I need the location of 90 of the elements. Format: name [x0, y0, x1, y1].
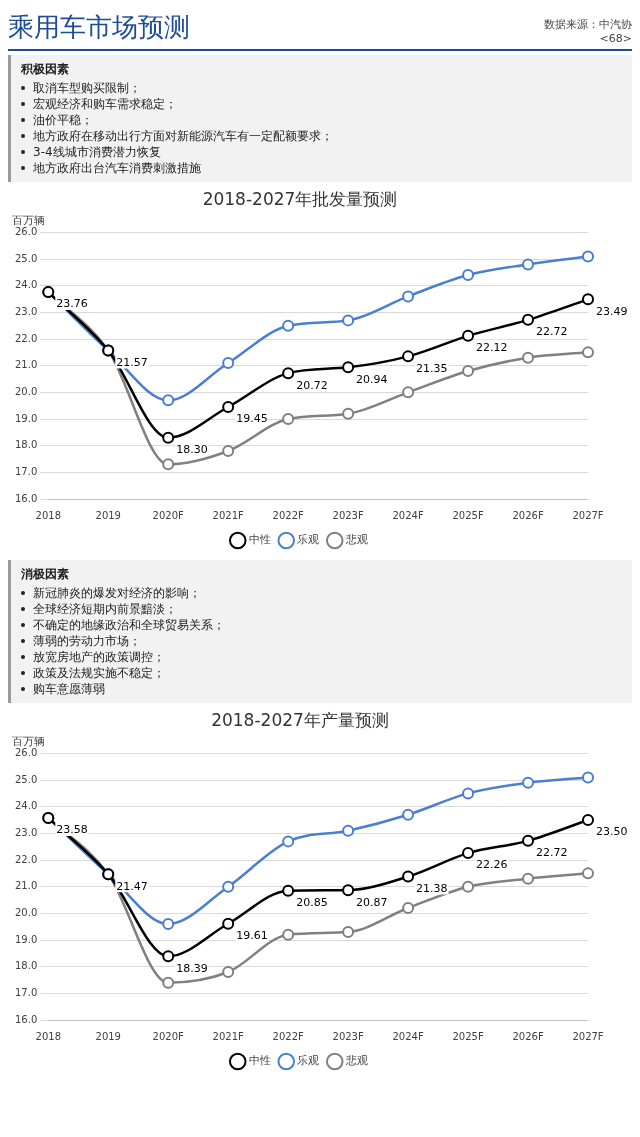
text: 购车意愿薄弱 — [33, 681, 105, 697]
x-tick-label: 2026F — [512, 1030, 544, 1042]
data-label: 21.38 — [416, 881, 448, 895]
data-label: 20.85 — [296, 896, 328, 910]
legend-label: 中性 — [248, 533, 271, 547]
y-tick-label: 19.0 — [15, 412, 38, 424]
x-tick-label: 2023F — [332, 509, 364, 521]
data-label: 22.72 — [536, 846, 568, 860]
text: 放宽房地产的政策调控； — [33, 649, 165, 665]
y-tick-label: 22.0 — [15, 332, 38, 344]
y-axis-title: 百万辆 — [12, 213, 45, 227]
x-tick-label: 2026F — [512, 509, 544, 521]
y-tick-label: 24.0 — [15, 279, 38, 291]
y-tick-label: 19.0 — [15, 933, 38, 945]
text: 油价平稳； — [33, 112, 93, 128]
y-tick-label: 25.0 — [15, 252, 38, 264]
data-label: 23.58 — [56, 823, 88, 837]
text: 3-4线城市消费潜力恢复 — [33, 144, 161, 160]
y-tick-label: 21.0 — [15, 359, 38, 371]
data-label: 20.72 — [296, 378, 328, 392]
data-label: 23.49 — [596, 304, 628, 318]
x-tick-label: 2020F — [152, 509, 185, 521]
x-tick-label: 2027F — [572, 1030, 604, 1042]
text: <68> — [598, 32, 632, 45]
data-label: 21.35 — [416, 361, 448, 375]
y-tick-label: 22.0 — [15, 853, 38, 865]
x-tick-label: 2025F — [452, 509, 484, 521]
text: 政策及法规实施不稳定； — [33, 665, 165, 681]
x-tick-label: 2021F — [212, 1030, 245, 1042]
legend-label: 悲观 — [344, 1054, 368, 1068]
y-axis-title: 百万辆 — [12, 734, 45, 748]
y-tick-label: 17.0 — [15, 986, 38, 998]
data-label: 22.12 — [476, 341, 508, 355]
text: 消极因素 — [21, 566, 70, 583]
x-tick-label: 2024F — [392, 1030, 424, 1042]
data-label: 20.87 — [356, 895, 388, 909]
x-tick-label: 2022F — [272, 509, 304, 521]
x-tick-label: 2018 — [35, 509, 61, 521]
x-tick-label: 2019 — [95, 1030, 121, 1042]
data-label: 21.57 — [116, 355, 148, 369]
y-tick-label: 16.0 — [15, 492, 38, 504]
y-tick-label: 23.0 — [15, 826, 38, 838]
text: 不确定的地缘政治和全球贸易关系； — [33, 617, 225, 633]
y-tick-label: 23.0 — [15, 305, 38, 317]
data-label: 23.50 — [596, 825, 628, 839]
y-tick-label: 20.0 — [15, 906, 38, 918]
x-tick-label: 2021F — [212, 509, 245, 521]
data-label: 23.76 — [56, 297, 88, 311]
legend-label: 乐观 — [297, 533, 320, 547]
data-label: 18.39 — [176, 961, 208, 975]
source-note: 数据来源：中汽协 — [544, 17, 632, 32]
y-tick-label: 26.0 — [15, 746, 38, 758]
y-tick-label: 16.0 — [15, 1013, 38, 1025]
text: 宏观经济和购车需求稳定； — [33, 96, 177, 112]
text: 全球经济短期内前景黯淡； — [33, 601, 177, 617]
legend-label: 悲观 — [344, 533, 368, 547]
chart-title: 2018-2027年产量预测 — [211, 709, 389, 730]
text: 地方政府在移动出行方面对新能源汽车有一定配额要求； — [33, 128, 333, 144]
data-label: 19.45 — [236, 412, 268, 426]
legend-label: 乐观 — [297, 1054, 320, 1068]
x-tick-label: 2018 — [35, 1030, 61, 1042]
legend-label: 中性 — [248, 1054, 271, 1068]
x-tick-label: 2027F — [572, 509, 604, 521]
y-tick-label: 24.0 — [15, 800, 38, 812]
data-label: 21.47 — [116, 879, 148, 893]
x-tick-label: 2024F — [392, 509, 424, 521]
text: 新冠肺炎的爆发对经济的影响； — [33, 585, 201, 601]
x-tick-label: 2019 — [95, 509, 121, 521]
text: 积极因素 — [21, 61, 70, 78]
data-label: 22.26 — [476, 858, 508, 872]
data-label: 22.72 — [536, 325, 568, 339]
text: 薄弱的劳动力市场； — [33, 633, 141, 649]
y-tick-label: 25.0 — [15, 773, 38, 785]
text: 乘用车市场预测 — [8, 11, 190, 44]
x-tick-label: 2022F — [272, 1030, 304, 1042]
text: 地方政府出台汽车消费刺激措施 — [33, 160, 201, 176]
x-tick-label: 2020F — [152, 1030, 185, 1042]
x-tick-label: 2023F — [332, 1030, 364, 1042]
y-tick-label: 18.0 — [15, 439, 38, 451]
x-tick-label: 2025F — [452, 1030, 484, 1042]
data-label: 20.94 — [356, 372, 388, 386]
y-tick-label: 17.0 — [15, 465, 38, 477]
data-label: 19.61 — [236, 929, 268, 943]
y-tick-label: 20.0 — [15, 385, 38, 397]
text: 取消车型购买限制； — [33, 80, 141, 96]
chart-title: 2018-2027年批发量预测 — [202, 188, 398, 209]
y-tick-label: 26.0 — [15, 225, 38, 237]
y-tick-label: 21.0 — [15, 880, 38, 892]
data-label: 18.30 — [176, 443, 208, 457]
y-tick-label: 18.0 — [15, 960, 38, 972]
